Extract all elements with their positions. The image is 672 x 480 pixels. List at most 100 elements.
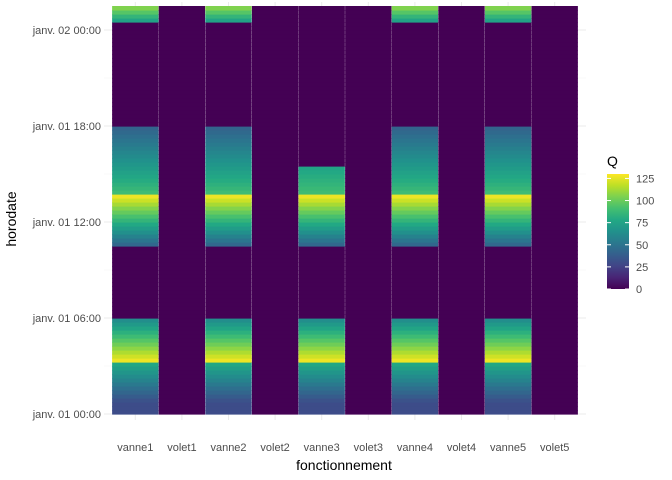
heatmap-cell — [484, 382, 532, 387]
heatmap-cell — [345, 126, 392, 131]
heatmap-cell — [345, 386, 392, 391]
heatmap-cell — [391, 38, 439, 43]
heatmap-cell — [251, 58, 299, 63]
heatmap-cell — [112, 262, 159, 267]
x-axis-title: fonctionnement — [296, 457, 392, 473]
heatmap-cell — [484, 74, 532, 79]
heatmap-cell — [158, 394, 206, 399]
series-column-volet1 — [158, 6, 206, 415]
heatmap-cell — [391, 386, 439, 391]
heatmap-cell — [205, 246, 252, 251]
heatmap-cell — [205, 270, 252, 275]
heatmap-cell — [251, 82, 299, 87]
heatmap-cell — [205, 114, 252, 119]
heatmap-cell — [438, 382, 485, 387]
heatmap-cell — [345, 318, 392, 323]
heatmap-cell — [205, 50, 252, 55]
heatmap-cell — [251, 322, 299, 327]
heatmap-cell — [251, 254, 299, 259]
heatmap-cell — [158, 26, 206, 31]
x-axis-ticks: vanne1 volet1 vanne2 volet2 vanne3 volet3 vann… — [117, 442, 569, 454]
heatmap-cell — [531, 402, 578, 407]
heatmap-cell — [158, 14, 206, 19]
heatmap-cell — [484, 278, 532, 283]
heatmap-cell — [438, 342, 485, 347]
heatmap-cell — [345, 162, 392, 167]
heatmap-cell — [205, 110, 252, 115]
heatmap-cell — [112, 390, 159, 395]
heatmap-cell — [345, 338, 392, 343]
heatmap-cell — [298, 126, 345, 131]
heatmap-cell — [251, 334, 299, 339]
heatmap-cell — [484, 106, 532, 111]
heatmap-cell — [298, 182, 345, 187]
heatmap-cell — [484, 398, 532, 403]
heatmap-cell — [531, 70, 578, 75]
heatmap-cell — [345, 146, 392, 151]
heatmap-cell — [112, 282, 159, 287]
heatmap-cell — [158, 314, 206, 319]
heatmap-cell — [158, 66, 206, 71]
heatmap-cell — [298, 306, 345, 311]
heatmap-cell — [112, 346, 159, 351]
heatmap-cell — [158, 22, 206, 27]
heatmap-cell — [251, 130, 299, 135]
heatmap-cell — [531, 410, 578, 415]
heatmap-cell — [345, 38, 392, 43]
heatmap-cell — [484, 122, 532, 127]
heatmap-cell — [391, 206, 439, 211]
heatmap-cell — [251, 10, 299, 15]
heatmap-cell — [298, 254, 345, 259]
heatmap-cell — [345, 190, 392, 195]
heatmap-cell — [391, 118, 439, 123]
heatmap-cell — [345, 78, 392, 83]
heatmap-cell — [531, 134, 578, 139]
heatmap-cell — [391, 182, 439, 187]
heatmap-cell — [205, 346, 252, 351]
heatmap-cell — [391, 54, 439, 59]
heatmap-cell — [298, 98, 345, 103]
heatmap-cell — [484, 78, 532, 83]
heatmap-cell — [298, 62, 345, 67]
heatmap-cell — [298, 118, 345, 123]
heatmap-cell — [345, 322, 392, 327]
heatmap-cell — [205, 202, 252, 207]
heatmap-cell — [158, 242, 206, 247]
heatmap-cell — [531, 214, 578, 219]
heatmap-cell — [205, 42, 252, 47]
heatmap-cell — [438, 62, 485, 67]
heatmap-cell — [205, 14, 252, 19]
heatmap-cell — [531, 354, 578, 359]
heatmap-cell — [112, 142, 159, 147]
heatmap-cell — [345, 402, 392, 407]
series-column-vanne3 — [298, 6, 345, 415]
heatmap-cell — [484, 54, 532, 59]
heatmap-cell — [112, 186, 159, 191]
heatmap-cell — [112, 122, 159, 127]
heatmap-cell — [345, 110, 392, 115]
heatmap-cell — [345, 370, 392, 375]
heatmap-cell — [205, 142, 252, 147]
heatmap-cell — [484, 174, 532, 179]
heatmap-cell — [438, 358, 485, 363]
heatmap-cell — [438, 310, 485, 315]
heatmap-cell — [484, 206, 532, 211]
heatmap-cell — [438, 38, 485, 43]
heatmap-cell — [112, 254, 159, 259]
heatmap-cell — [484, 306, 532, 311]
heatmap-cell — [112, 398, 159, 403]
heatmap-cell — [345, 406, 392, 411]
heatmap-cell — [298, 34, 345, 39]
heatmap-cell — [391, 202, 439, 207]
heatmap-cell — [158, 34, 206, 39]
heatmap-cell — [438, 54, 485, 59]
heatmap-cell — [531, 382, 578, 387]
heatmap-cell — [112, 386, 159, 391]
heatmap-cell — [438, 58, 485, 63]
heatmap-cell — [112, 150, 159, 155]
heatmap-cell — [391, 142, 439, 147]
heatmap-cell — [205, 174, 252, 179]
heatmap-cell — [391, 114, 439, 119]
heatmap-cell — [531, 366, 578, 371]
heatmap-cell — [438, 266, 485, 271]
